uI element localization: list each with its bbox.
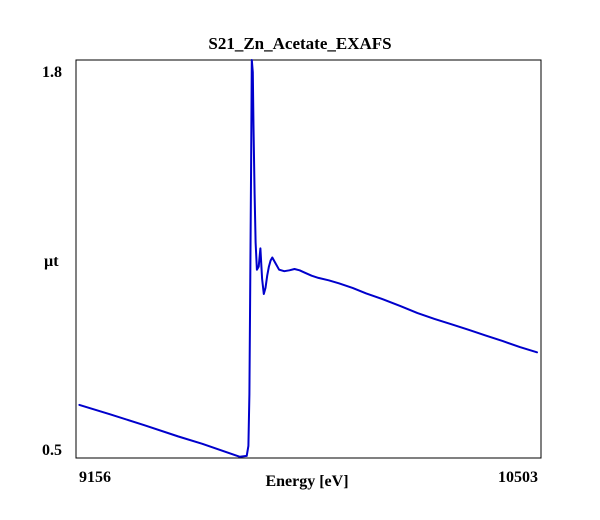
series-line <box>78 59 538 458</box>
x-axis-label: Energy [eV] <box>265 473 348 490</box>
x-tick-max: 10503 <box>498 469 538 486</box>
chart-title: S21_Zn_Acetate_EXAFS <box>208 34 392 53</box>
y-tick-min: 0.5 <box>42 442 62 459</box>
y-axis-label: µt <box>44 253 59 270</box>
x-tick-min: 9156 <box>79 469 111 486</box>
plot-frame <box>75 59 542 459</box>
y-tick-max: 1.8 <box>42 64 62 81</box>
